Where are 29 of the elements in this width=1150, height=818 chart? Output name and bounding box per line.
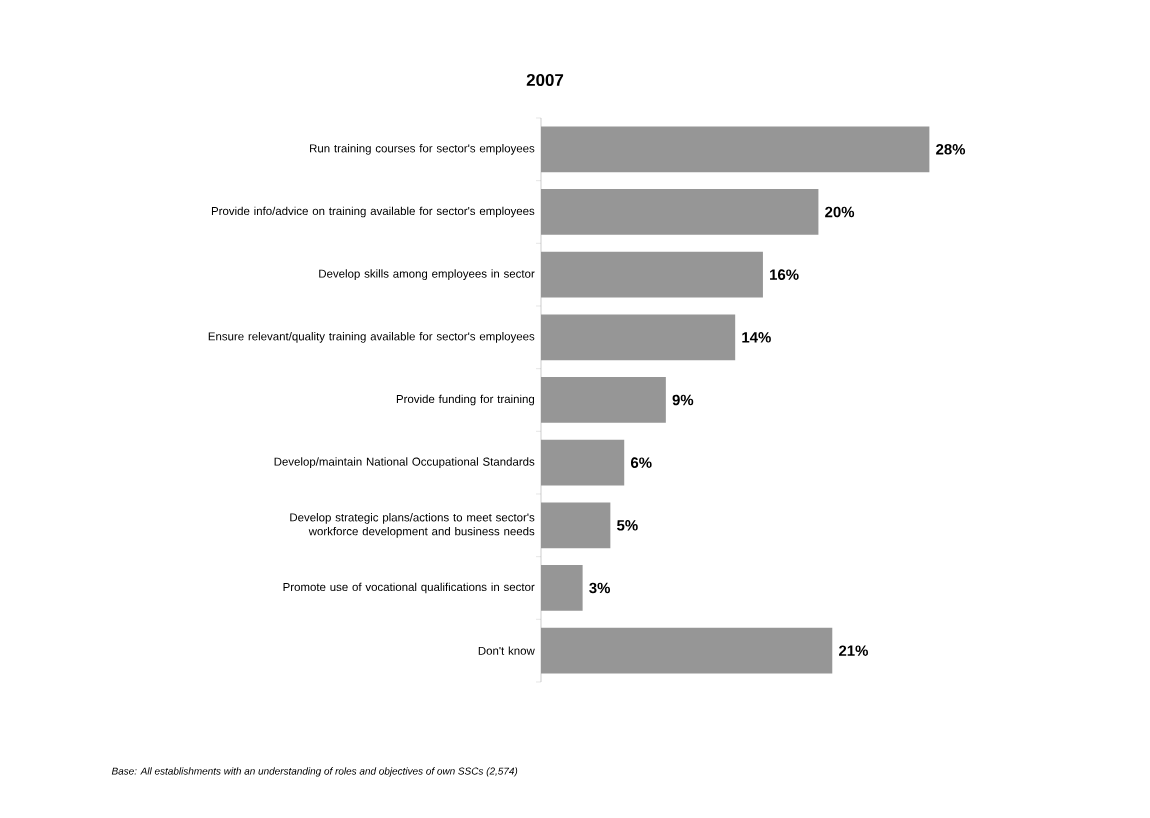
bar [541, 502, 611, 549]
bar [541, 377, 666, 423]
data-label: 9% [672, 394, 694, 406]
bar [541, 126, 930, 173]
y-tick-label: Don't know [478, 646, 535, 655]
bar [541, 314, 736, 361]
y-tick-label: Develop skills among employees in sector [319, 269, 535, 280]
bar [541, 251, 763, 298]
y-tick-label: Develop/maintain National Occupational Standards [274, 457, 535, 468]
y-tick-label: Develop strategic plans/actions to meet sector's workforce development and business needs [290, 513, 535, 538]
text: Base: All establishments with an understanding of roles and objectives of own SSCs (2,574) [111, 767, 518, 777]
data-label: 20% [825, 206, 855, 218]
bar [541, 627, 833, 674]
data-label: 5% [617, 520, 638, 531]
data-label: 3% [589, 582, 611, 594]
data-label: 21% [839, 645, 868, 656]
data-label: 28% [936, 144, 966, 155]
y-tick-label: Provide info/advice on training available for sector's employees [211, 206, 535, 218]
bar [541, 565, 583, 611]
chart-title: 2007 [526, 73, 564, 86]
bar [541, 189, 819, 235]
y-tick-label: Run training courses for sector's employees [310, 143, 535, 155]
y-tick-label: Promote use of vocational qualifications in sector [283, 582, 535, 594]
y-tick-label: Ensure relevant/quality training available for sector's employees [208, 331, 535, 343]
bar [541, 439, 625, 486]
data-label: 14% [742, 332, 771, 343]
data-label: 6% [630, 457, 652, 468]
data-label: 16% [770, 269, 799, 280]
y-tick-label: Provide funding for training [396, 394, 535, 406]
